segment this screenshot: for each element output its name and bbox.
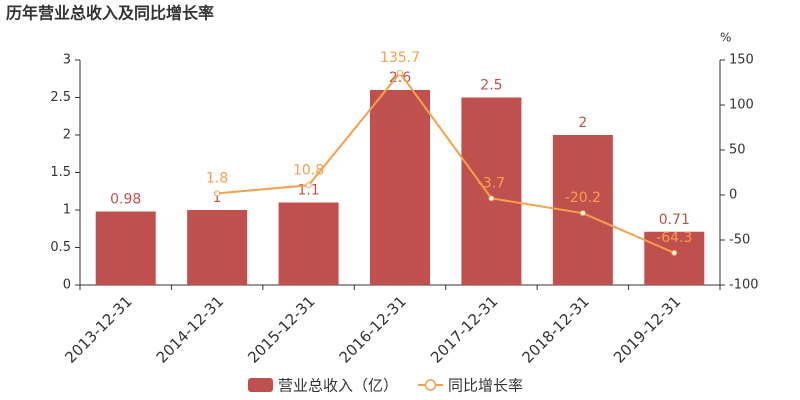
line-point xyxy=(397,69,403,76)
line-value-label: -20.2 xyxy=(565,190,601,206)
y-tick-label: 1 xyxy=(63,203,71,218)
bar-value-label: 2.5 xyxy=(480,78,502,94)
bar-value-label: 1 xyxy=(213,190,222,206)
chart-title: 历年营业总收入及同比增长率 xyxy=(6,4,214,23)
x-tick-label: 2015-12-31 xyxy=(244,292,318,366)
y2-tick-label: -50 xyxy=(729,233,750,248)
bar-value-label: 0.98 xyxy=(110,192,141,208)
legend-swatch-point xyxy=(424,379,437,391)
y2-tick-label: 50 xyxy=(729,143,746,158)
line-point xyxy=(305,182,312,189)
y2-tick-label: -100 xyxy=(729,278,759,293)
x-tick-label: 2016-12-31 xyxy=(336,292,410,366)
line-point xyxy=(214,190,221,197)
line-point xyxy=(488,195,495,202)
bar xyxy=(95,211,156,285)
y2-tick-label: 100 xyxy=(729,98,754,113)
line-value-label: -3.7 xyxy=(478,175,505,191)
y-tick-label: 0 xyxy=(63,278,71,293)
line-value-label: -64.3 xyxy=(656,230,692,246)
legend-swatch xyxy=(248,378,273,392)
line-value-label: 135.7 xyxy=(380,50,420,66)
legend-label: 营业总收入（亿） xyxy=(278,377,398,395)
y2-tick-label: 0 xyxy=(729,188,737,203)
line-point xyxy=(671,249,678,256)
bar xyxy=(278,202,339,285)
bar xyxy=(461,97,522,285)
bar-value-label: 2 xyxy=(578,115,587,131)
x-tick-label: 2013-12-31 xyxy=(61,292,135,366)
line-point xyxy=(579,210,586,217)
y-tick-label: 2.5 xyxy=(50,90,71,105)
line-value-label: 10.8 xyxy=(293,162,324,178)
y-tick-label: 0.5 xyxy=(50,240,71,255)
y-tick-label: 2 xyxy=(63,128,71,143)
x-tick-label: 2018-12-31 xyxy=(518,292,592,366)
x-tick-label: 2014-12-31 xyxy=(153,292,227,366)
bar-value-label: 0.71 xyxy=(659,212,690,228)
y2-tick-label: 150 xyxy=(729,53,754,68)
line xyxy=(217,71,675,254)
y-tick-label: 1.5 xyxy=(50,165,71,180)
bar xyxy=(187,210,248,285)
bar xyxy=(644,231,705,285)
y-tick-label: 3 xyxy=(63,53,71,68)
x-tick-label: 2017-12-31 xyxy=(427,292,501,366)
bar xyxy=(370,90,430,285)
legend-label: 同比增长率 xyxy=(448,377,523,395)
x-tick-label: 2019-12-31 xyxy=(610,292,684,366)
y2-axis-label: % xyxy=(720,31,731,45)
line-value-label: 1.8 xyxy=(206,170,228,186)
